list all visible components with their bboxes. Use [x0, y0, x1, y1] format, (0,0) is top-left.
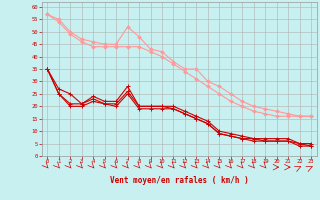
X-axis label: Vent moyen/en rafales ( km/h ): Vent moyen/en rafales ( km/h ): [110, 176, 249, 185]
